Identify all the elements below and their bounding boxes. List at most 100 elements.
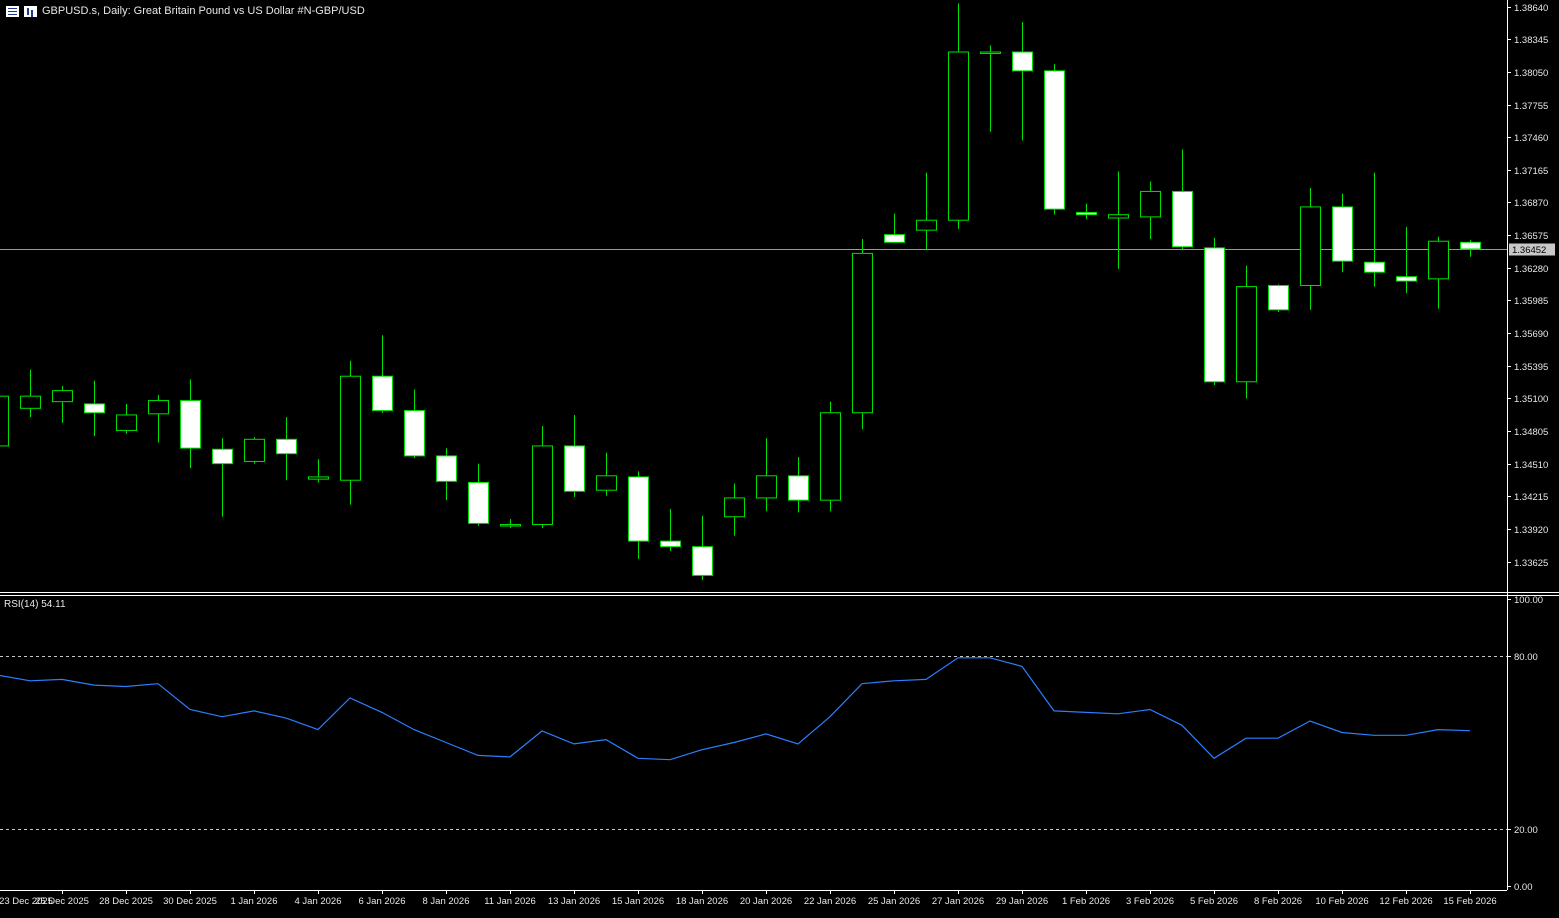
candle-body	[1045, 71, 1065, 209]
candle	[597, 453, 617, 496]
candle	[245, 437, 265, 464]
candle	[373, 335, 393, 412]
candle-body	[821, 413, 841, 500]
candle-body	[1269, 285, 1289, 309]
candle	[1397, 227, 1417, 293]
candle	[309, 459, 329, 482]
candle-body	[1397, 277, 1417, 281]
candle-series	[0, 3, 1481, 580]
candle-body	[1173, 191, 1193, 246]
candle-body	[725, 498, 745, 517]
candle	[981, 45, 1001, 131]
time-tick-label: 28 Dec 2025	[99, 896, 153, 907]
candle-body	[53, 391, 73, 402]
price-tick-label: 1.35395	[1514, 362, 1548, 373]
price-tick-label: 1.33625	[1514, 558, 1548, 569]
candle-body	[949, 52, 969, 220]
price-tick-label: 1.35100	[1514, 394, 1548, 405]
rsi-tick-label: 100.00	[1514, 595, 1543, 606]
candle-body	[1109, 215, 1129, 218]
candle	[789, 457, 809, 512]
candle	[1109, 172, 1129, 269]
price-tick-label: 1.33920	[1514, 525, 1548, 536]
candle-body	[21, 396, 41, 408]
time-tick-label: 25 Jan 2026	[868, 896, 920, 907]
time-tick-label: 18 Jan 2026	[676, 896, 728, 907]
candle	[21, 370, 41, 418]
candle	[53, 386, 73, 423]
candle	[0, 393, 9, 446]
candle-body	[853, 253, 873, 412]
rsi-tick-label: 0.00	[1514, 882, 1533, 893]
time-tick-label: 20 Jan 2026	[740, 896, 792, 907]
candle	[1461, 240, 1481, 257]
candle-body	[469, 482, 489, 523]
candle	[757, 438, 777, 511]
time-tick-label: 13 Jan 2026	[548, 896, 600, 907]
candle-body	[1237, 287, 1257, 382]
candle	[1013, 22, 1033, 140]
candle	[1269, 284, 1289, 312]
candle	[149, 395, 169, 443]
candle	[853, 239, 873, 429]
candle	[821, 402, 841, 512]
candle-body	[245, 439, 265, 461]
time-tick-label: 8 Feb 2026	[1254, 896, 1302, 907]
time-tick-label: 22 Jan 2026	[804, 896, 856, 907]
candle-body	[1141, 191, 1161, 216]
candle-body	[277, 439, 297, 453]
price-tick-label: 1.35690	[1514, 329, 1548, 340]
price-tick-label: 1.34805	[1514, 427, 1548, 438]
candle	[213, 438, 233, 517]
candle-body	[85, 404, 105, 413]
candle-body	[1301, 207, 1321, 286]
candle	[1205, 238, 1225, 385]
price-tick-label: 1.36870	[1514, 198, 1548, 209]
chart-header: GBPUSD.s, Daily: Great Britain Pound vs …	[6, 4, 365, 18]
price-tick-label: 1.37165	[1514, 166, 1548, 177]
candle-body	[437, 456, 457, 481]
menu-icon[interactable]	[6, 6, 19, 17]
candle-body	[117, 415, 137, 430]
rsi-tick-label: 80.00	[1514, 652, 1538, 663]
chart-title: GBPUSD.s, Daily: Great Britain Pound vs …	[42, 5, 365, 17]
candle-body	[0, 396, 9, 446]
candle	[85, 381, 105, 436]
price-tick-label: 1.38345	[1514, 35, 1548, 46]
candle	[501, 519, 521, 528]
rsi-line	[0, 658, 1470, 760]
candle	[885, 214, 905, 243]
candle	[1333, 194, 1353, 273]
time-tick-label: 30 Dec 2025	[163, 896, 217, 907]
rsi-series	[0, 658, 1470, 760]
candle-body	[917, 220, 937, 230]
candle-body	[693, 547, 713, 576]
candle	[565, 415, 585, 497]
candle	[117, 404, 137, 434]
price-tick-label: 1.38640	[1514, 3, 1548, 14]
candle-body	[629, 477, 649, 541]
candle-body	[1333, 207, 1353, 261]
candle	[949, 3, 969, 229]
candle-body	[597, 476, 617, 490]
time-tick-label: 12 Feb 2026	[1379, 896, 1432, 907]
time-tick-label: 5 Feb 2026	[1190, 896, 1238, 907]
candle-body	[1013, 52, 1033, 71]
candle	[1301, 188, 1321, 310]
candle	[181, 380, 201, 469]
candle	[1141, 181, 1161, 239]
time-tick-label: 15 Jan 2026	[612, 896, 664, 907]
chart-icon[interactable]	[24, 6, 37, 17]
candle	[629, 471, 649, 558]
price-tick-label: 1.38050	[1514, 68, 1548, 79]
candle	[1237, 266, 1257, 399]
rsi-tick-label: 20.00	[1514, 825, 1538, 836]
candle-body	[565, 446, 585, 491]
time-tick-label: 10 Feb 2026	[1315, 896, 1368, 907]
candle	[533, 426, 553, 528]
candle-body	[533, 446, 553, 525]
candle	[277, 417, 297, 480]
current-price-label: 1.36452	[1512, 245, 1546, 256]
